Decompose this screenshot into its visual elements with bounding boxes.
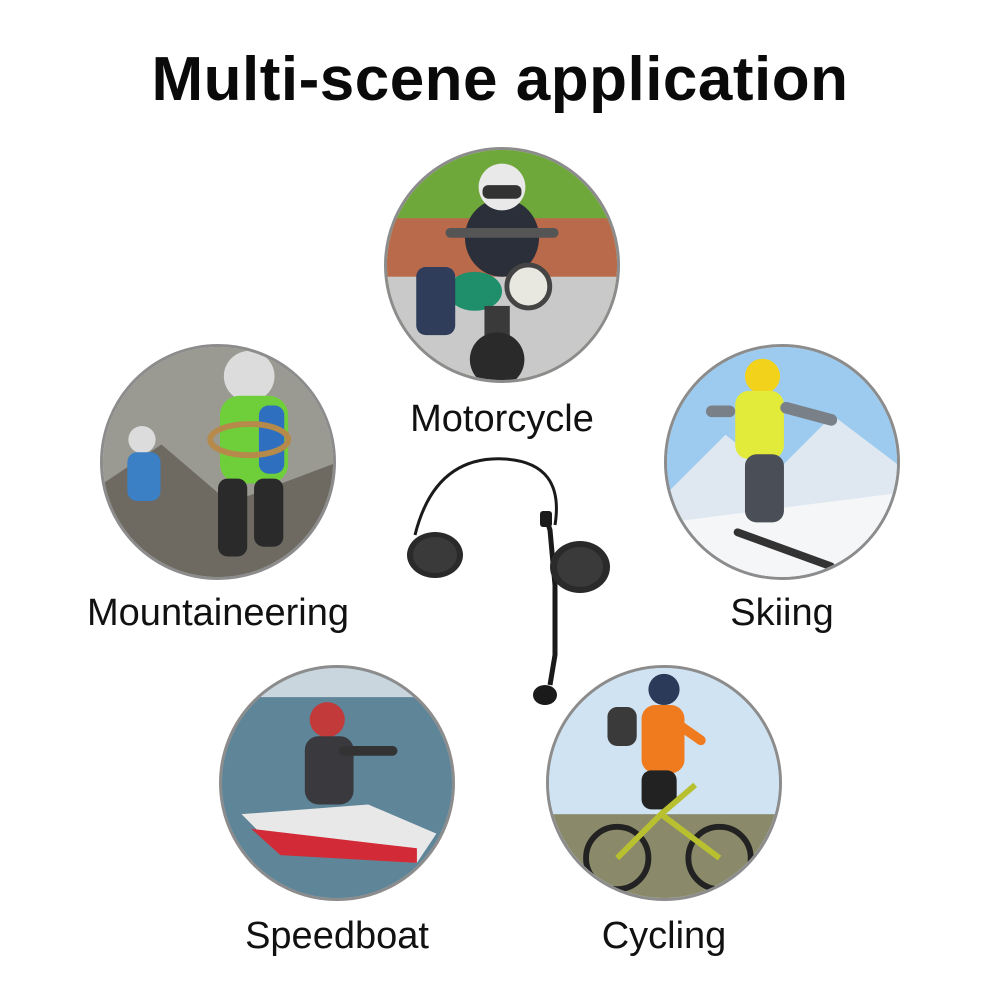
cycling-label: Cycling [601,915,727,957]
mountaineering-label: Mountaineering [87,592,349,634]
skiing-label: Skiing [730,592,834,634]
mountaineering-scene-photo [100,344,336,580]
speedboat-label: Speedboat [245,915,429,957]
cycling-scene-photo [546,665,782,901]
page-title: Multi-scene application [151,45,849,114]
motorcycle-label: Motorcycle [410,398,594,440]
speedboat-scene-photo [219,665,455,901]
motorcycle-scene-photo [384,147,620,383]
skiing-scene-photo [664,344,900,580]
helmet-headset-product-image [395,455,615,715]
